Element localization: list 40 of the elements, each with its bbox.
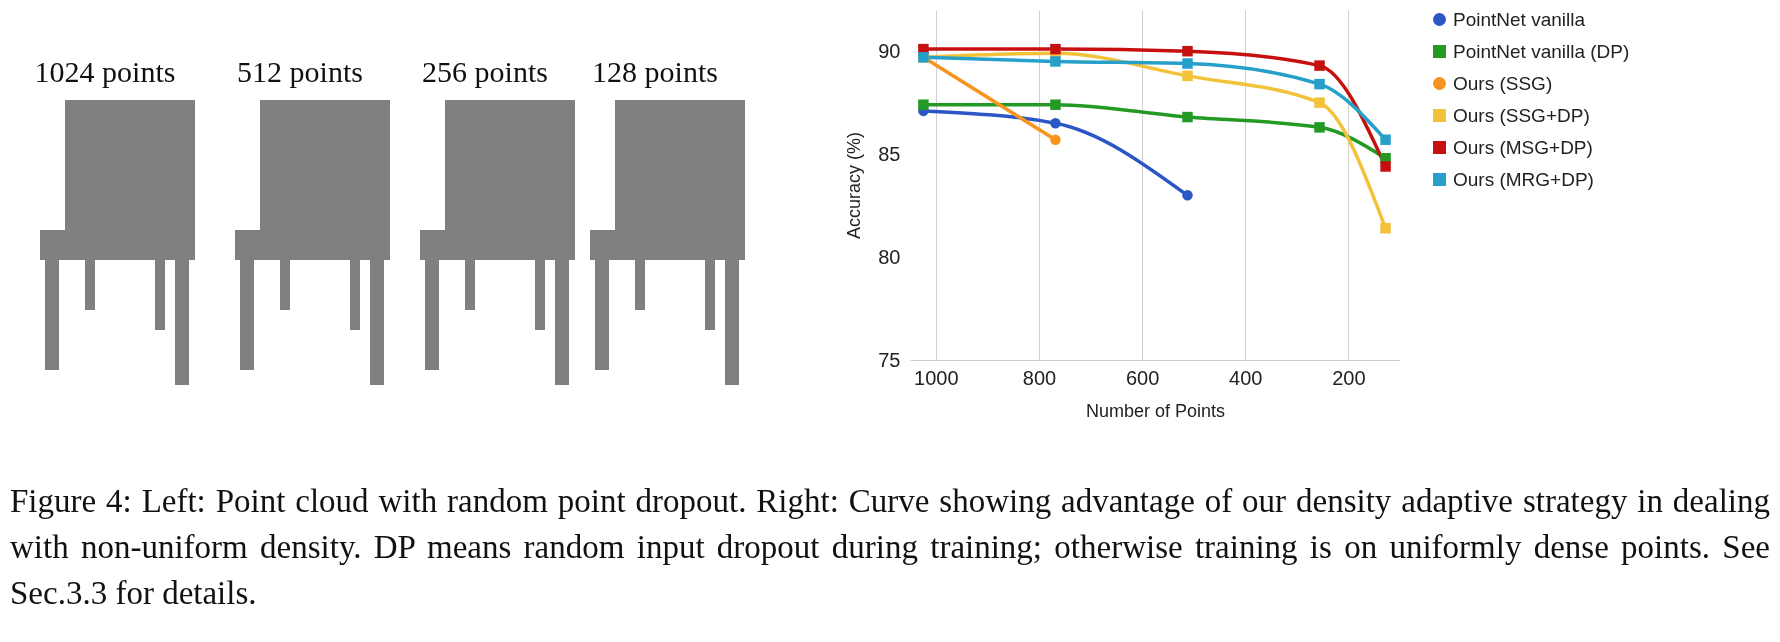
- point: [1182, 58, 1193, 69]
- point: [1050, 99, 1061, 110]
- legend-label: Ours (MSG+DP): [1453, 136, 1593, 158]
- point: [918, 99, 929, 110]
- point: [1182, 190, 1193, 201]
- text: 512 points: [236, 55, 364, 89]
- point: [1380, 134, 1391, 145]
- point: [1380, 161, 1391, 172]
- y-tick-label: 75: [878, 348, 901, 371]
- legend-label: PointNet vanilla (DP): [1453, 40, 1630, 62]
- point: [1050, 118, 1061, 129]
- x-tick-label: 600: [1125, 366, 1160, 389]
- x-tick-label: 800: [1022, 366, 1057, 389]
- text: 1024 points: [33, 55, 177, 89]
- point: [1182, 111, 1193, 123]
- x-tick-label: 400: [1229, 366, 1263, 389]
- legend-label: Ours (SSG): [1453, 72, 1553, 94]
- point: [1314, 78, 1325, 90]
- y-axis-title: Accuracy (%): [844, 131, 865, 240]
- point: [1314, 60, 1325, 71]
- y-tick-label: 80: [878, 245, 901, 268]
- caption: Figure 4: Left: Point cloud with random point dropout. Right: Curve showing advantage of our density adaptive strategy in dealing with non-uniform density. DP means random input dropout during training; otherwise training is on uniformly dense points. See Sec.3.3 for details.: [10, 482, 1770, 613]
- point: [1314, 97, 1325, 108]
- legend-label: Ours (MRG+DP): [1453, 168, 1594, 190]
- text: 128 points: [591, 55, 719, 89]
- x-axis-title: Number of Points: [1085, 400, 1226, 421]
- legend-label: PointNet vanilla: [1453, 8, 1586, 30]
- point: [1314, 122, 1325, 133]
- x-tick-label: 200: [1332, 366, 1366, 389]
- point: [1050, 56, 1061, 67]
- point: [1050, 134, 1061, 145]
- point: [1182, 45, 1193, 57]
- y-tick-label: 85: [878, 142, 901, 165]
- x-tick-label: 1000: [914, 366, 959, 389]
- point: [1182, 70, 1193, 82]
- text: 256 points: [421, 55, 549, 89]
- point: [1050, 43, 1061, 55]
- point: [1380, 222, 1391, 234]
- legend-label: Ours (SSG+DP): [1453, 104, 1590, 126]
- y-tick-label: 90: [878, 39, 901, 62]
